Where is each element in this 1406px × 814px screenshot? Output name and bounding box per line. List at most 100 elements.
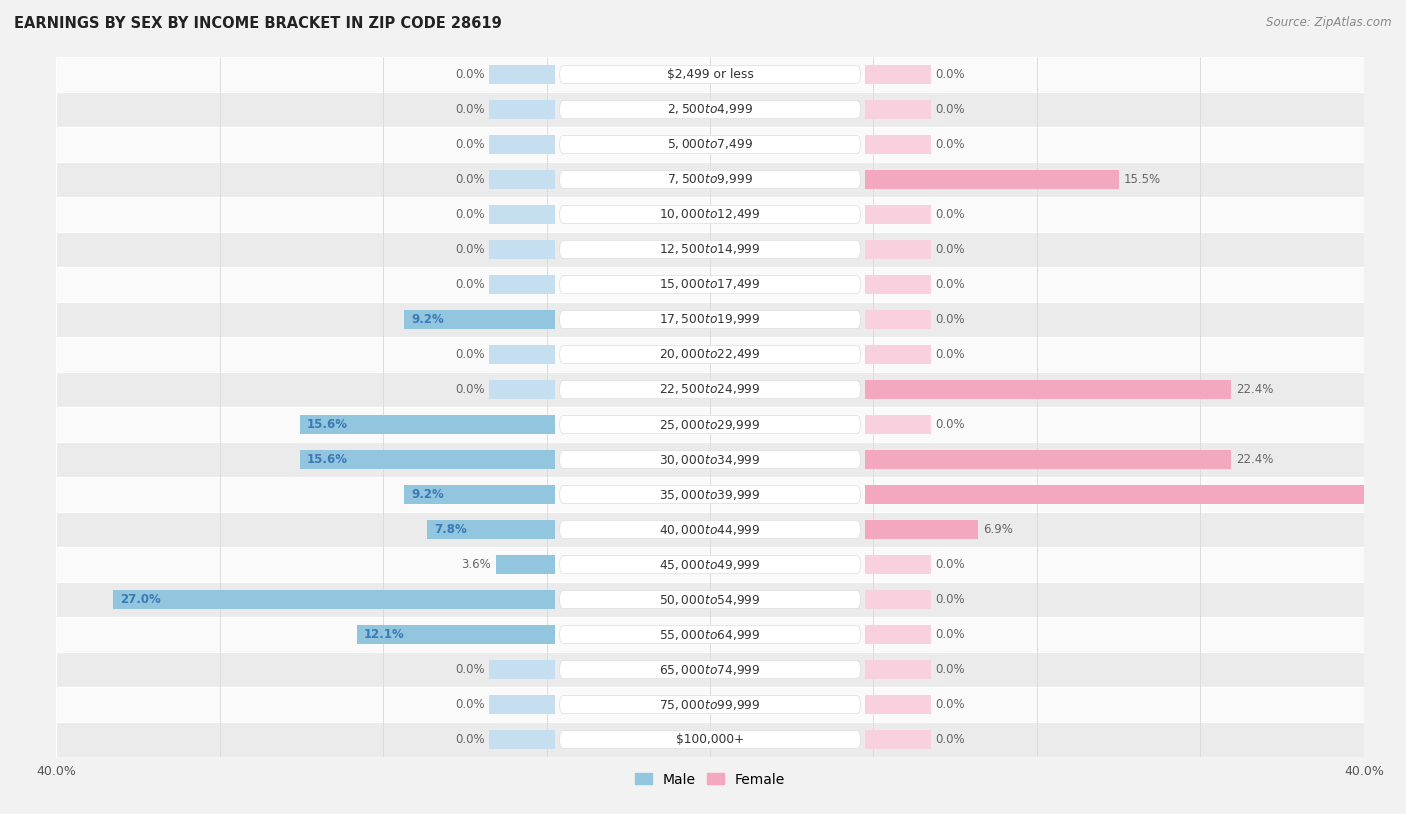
Bar [865,310,931,329]
Text: 22.4%: 22.4% [1236,383,1274,396]
Bar [489,240,555,259]
Text: 7.8%: 7.8% [434,523,467,536]
Bar [865,450,1232,469]
Text: 0.0%: 0.0% [935,138,965,151]
Bar [865,695,931,714]
Bar [489,275,555,294]
Bar [865,275,931,294]
Text: 22.4%: 22.4% [1236,453,1274,466]
Bar [56,442,1364,477]
Bar [489,345,555,364]
Bar [56,267,1364,302]
Bar [427,520,555,539]
Text: $100,000+: $100,000+ [676,733,744,746]
Text: $65,000 to $74,999: $65,000 to $74,999 [659,663,761,676]
Text: 9.2%: 9.2% [411,313,444,326]
Text: 0.0%: 0.0% [935,698,965,711]
Text: 6.9%: 6.9% [983,523,1012,536]
Text: 15.5%: 15.5% [1123,173,1161,186]
Bar [56,617,1364,652]
Bar [114,590,555,609]
Text: 0.0%: 0.0% [456,103,485,116]
Bar [489,205,555,224]
FancyBboxPatch shape [560,205,860,224]
Text: 0.0%: 0.0% [456,663,485,676]
Bar [405,485,555,504]
Text: $45,000 to $49,999: $45,000 to $49,999 [659,558,761,571]
FancyBboxPatch shape [560,730,860,749]
FancyBboxPatch shape [560,695,860,714]
Text: $25,000 to $29,999: $25,000 to $29,999 [659,418,761,431]
FancyBboxPatch shape [560,135,860,154]
Bar [496,555,555,574]
Text: $10,000 to $12,499: $10,000 to $12,499 [659,208,761,221]
Text: 0.0%: 0.0% [935,663,965,676]
FancyBboxPatch shape [560,275,860,294]
Bar [405,310,555,329]
FancyBboxPatch shape [560,240,860,259]
Text: $50,000 to $54,999: $50,000 to $54,999 [659,593,761,606]
Bar [865,625,931,644]
Text: $35,000 to $39,999: $35,000 to $39,999 [659,488,761,501]
Text: 0.0%: 0.0% [935,628,965,641]
FancyBboxPatch shape [560,485,860,504]
Bar [489,100,555,119]
Text: 0.0%: 0.0% [456,68,485,81]
Text: $55,000 to $64,999: $55,000 to $64,999 [659,628,761,641]
Text: $40,000 to $44,999: $40,000 to $44,999 [659,523,761,536]
Text: 0.0%: 0.0% [456,208,485,221]
Bar [489,660,555,679]
Text: 27.0%: 27.0% [120,593,160,606]
Bar [865,485,1402,504]
Text: EARNINGS BY SEX BY INCOME BRACKET IN ZIP CODE 28619: EARNINGS BY SEX BY INCOME BRACKET IN ZIP… [14,16,502,31]
Legend: Male, Female: Male, Female [630,767,790,792]
Bar [56,687,1364,722]
Text: 0.0%: 0.0% [935,208,965,221]
Bar [865,520,979,539]
Text: $7,500 to $9,999: $7,500 to $9,999 [666,173,754,186]
Bar [489,730,555,749]
Bar [489,380,555,399]
Text: 0.0%: 0.0% [935,278,965,291]
Bar [56,372,1364,407]
Text: $12,500 to $14,999: $12,500 to $14,999 [659,243,761,256]
Text: $5,000 to $7,499: $5,000 to $7,499 [666,138,754,151]
Text: 0.0%: 0.0% [456,383,485,396]
FancyBboxPatch shape [560,100,860,119]
Text: 0.0%: 0.0% [935,733,965,746]
Text: $2,499 or less: $2,499 or less [666,68,754,81]
Text: 0.0%: 0.0% [935,348,965,361]
Text: $17,500 to $19,999: $17,500 to $19,999 [659,313,761,326]
Bar [56,582,1364,617]
Text: 12.1%: 12.1% [364,628,405,641]
Text: 0.0%: 0.0% [456,278,485,291]
Bar [489,695,555,714]
Bar [56,127,1364,162]
Text: $22,500 to $24,999: $22,500 to $24,999 [659,383,761,396]
Bar [56,512,1364,547]
Text: 9.2%: 9.2% [411,488,444,501]
FancyBboxPatch shape [560,65,860,84]
Text: 0.0%: 0.0% [935,593,965,606]
Bar [56,722,1364,757]
Bar [865,660,931,679]
Bar [56,57,1364,92]
Text: $30,000 to $34,999: $30,000 to $34,999 [659,453,761,466]
Text: 0.0%: 0.0% [456,138,485,151]
Bar [865,100,931,119]
Text: 0.0%: 0.0% [456,348,485,361]
Text: 0.0%: 0.0% [456,243,485,256]
FancyBboxPatch shape [560,555,860,574]
Bar [357,625,555,644]
Bar [299,415,555,434]
Bar [865,415,931,434]
Bar [56,302,1364,337]
Text: $20,000 to $22,499: $20,000 to $22,499 [659,348,761,361]
Bar [489,65,555,84]
Bar [56,162,1364,197]
Bar [56,652,1364,687]
Bar [299,450,555,469]
Bar [56,197,1364,232]
Text: 0.0%: 0.0% [456,698,485,711]
Bar [865,555,931,574]
